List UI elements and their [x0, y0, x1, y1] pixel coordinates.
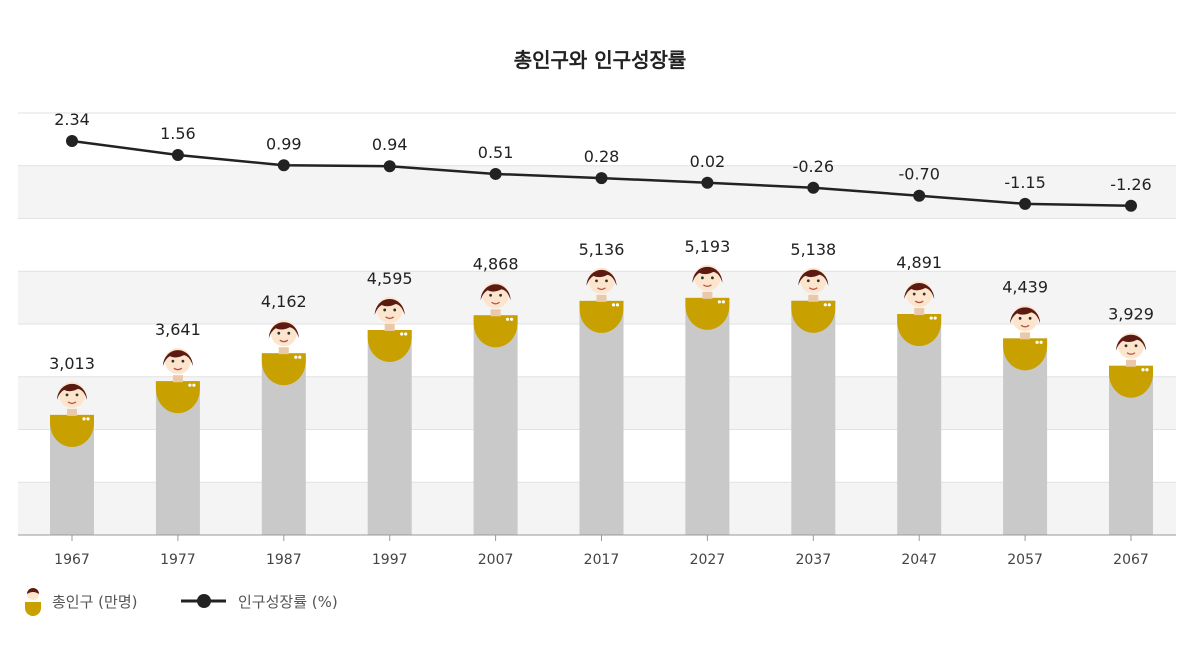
- bar-value-label: 5,136: [579, 240, 625, 259]
- person-icon: [50, 381, 94, 447]
- growth-point: [913, 189, 926, 202]
- legend-dot-icon: [197, 594, 211, 608]
- person-icon: [261, 320, 306, 386]
- growth-point: [807, 181, 820, 194]
- x-tick-label: 2057: [1007, 552, 1043, 568]
- x-tick-label: 1997: [372, 552, 408, 568]
- bar-value-label: 3,013: [49, 354, 95, 373]
- legend: 총인구 (만명) 인구성장률 (%): [25, 588, 338, 616]
- legend-label-population: 총인구 (만명): [52, 593, 137, 611]
- bar-value-label: 4,439: [1002, 277, 1048, 296]
- person-icon: [579, 267, 624, 333]
- bar: [897, 314, 942, 535]
- person-icon: [473, 282, 518, 348]
- growth-point: [1019, 197, 1032, 210]
- legend-person-icon: [25, 588, 41, 616]
- bar: [367, 329, 412, 535]
- growth-point: [489, 167, 502, 180]
- growth-point: [66, 135, 78, 147]
- person-icon: [155, 348, 200, 414]
- bar: [685, 297, 730, 535]
- growth-value-label: 0.02: [690, 152, 726, 171]
- growth-value-label: 0.94: [372, 135, 408, 154]
- x-tick-label: 2047: [901, 552, 937, 568]
- person-icon: [897, 281, 942, 347]
- growth-value-label: -1.15: [1004, 173, 1045, 192]
- bar-value-label: 3,929: [1108, 305, 1154, 324]
- growth-point: [171, 149, 184, 162]
- bar-value-label: 4,595: [367, 269, 413, 288]
- person-icon: [791, 267, 836, 333]
- chart-title: 총인구와 인구성장률: [514, 48, 687, 72]
- growth-value-label: 1.56: [160, 124, 196, 143]
- x-tick-label: 2017: [584, 552, 620, 568]
- bar: [791, 300, 836, 535]
- x-tick-label: 1977: [160, 552, 196, 568]
- person-icon: [367, 296, 412, 362]
- bar-value-label: 5,138: [790, 240, 836, 259]
- growth-value-label: 0.99: [266, 134, 302, 153]
- bar-value-label: 4,891: [896, 253, 942, 272]
- growth-value-label: -0.26: [793, 157, 834, 176]
- person-icon: [1003, 305, 1048, 371]
- growth-point: [277, 159, 290, 172]
- x-tick-label: 2067: [1113, 552, 1149, 568]
- x-tick-label: 1987: [266, 552, 302, 568]
- bar-value-label: 4,868: [473, 254, 519, 273]
- growth-value-label: 0.28: [584, 147, 620, 166]
- bar: [579, 300, 624, 535]
- growth-point: [1125, 199, 1137, 212]
- x-tick-label: 2027: [690, 552, 726, 568]
- growth-value-label: -1.26: [1110, 175, 1151, 194]
- x-tick-label: 2007: [478, 552, 514, 568]
- growth-value-label: 0.51: [478, 143, 514, 162]
- bar: [473, 315, 518, 535]
- grid-band: [18, 165, 1176, 219]
- growth-point: [701, 176, 714, 189]
- person-icon: [685, 264, 730, 330]
- bar: [1003, 338, 1048, 535]
- x-tick-label: 2037: [795, 552, 831, 568]
- bar-value-label: 5,193: [684, 237, 730, 256]
- growth-value-label: -0.70: [898, 165, 939, 184]
- growth-point: [595, 172, 608, 185]
- x-tick-label: 1967: [54, 552, 90, 568]
- growth-value-label: 2.34: [54, 110, 90, 129]
- legend-label-growth: 인구성장률 (%): [238, 593, 338, 611]
- growth-point: [383, 160, 396, 173]
- bar-value-label: 3,641: [155, 320, 201, 339]
- bar-value-label: 4,162: [261, 292, 307, 311]
- person-icon: [1109, 332, 1153, 398]
